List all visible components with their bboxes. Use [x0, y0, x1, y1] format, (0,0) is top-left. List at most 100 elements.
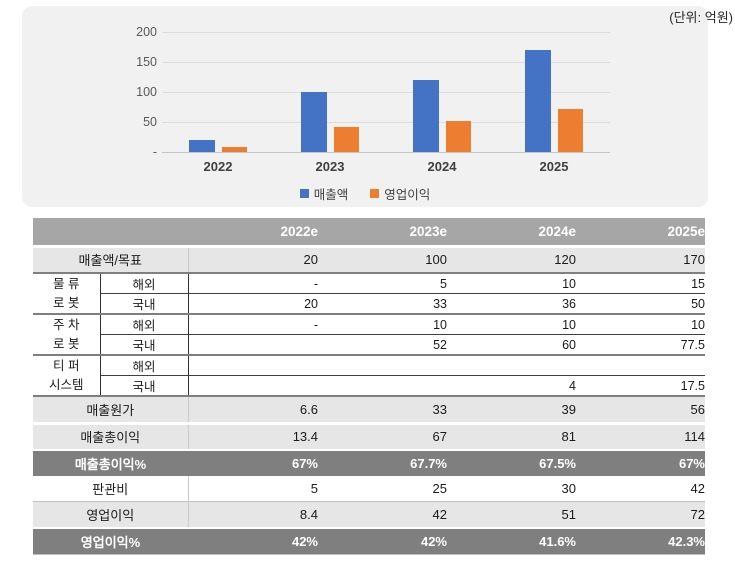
group-label-line: 물 류	[53, 277, 80, 292]
value-cell: 51	[447, 500, 576, 528]
value-cell: 120	[447, 246, 576, 273]
x-axis-label: 2025	[539, 159, 569, 174]
value-cell: 25	[318, 476, 447, 501]
revenue-bar-2025	[525, 50, 551, 152]
value-cell: 36	[447, 293, 576, 314]
value-cell: 42.3%	[576, 527, 705, 555]
table-row: 영업이익 8.4 42 51 72	[33, 500, 705, 528]
row-label-cell: 국내	[100, 334, 189, 355]
value-cell: 67%	[576, 449, 705, 476]
legend-swatch-icon	[299, 189, 309, 198]
table-row: 국내 4 17.5	[33, 375, 705, 396]
plot-area	[162, 32, 610, 152]
value-cell: 170	[576, 246, 705, 273]
gridline	[162, 122, 610, 123]
row-label-cell: 판관비	[33, 476, 189, 501]
chart-panel: 200 150 100 50 - 2022 2023 2024 2025 매출액 영업이익	[22, 6, 708, 207]
value-cell: 56	[576, 395, 705, 423]
table-row: 영업이익% 42% 42% 41.6% 42.3%	[33, 527, 705, 555]
row-label-cell: 영업이익	[33, 500, 189, 528]
value-cell	[188, 375, 318, 396]
table-row: 매출총이익% 67% 67.7% 67.5% 67%	[33, 449, 705, 476]
y-axis-tick: 200	[136, 25, 157, 39]
gridline	[162, 62, 610, 63]
year-column-header: 2025e	[576, 218, 705, 248]
value-cell	[188, 334, 318, 355]
value-cell: 10	[447, 313, 576, 335]
value-cell: 15	[576, 272, 705, 294]
row-label-cell: 해외	[100, 272, 189, 294]
value-cell: 33	[318, 293, 447, 314]
group-label-line: 주 차	[53, 318, 80, 333]
group-label-line: 로 봇	[53, 295, 80, 310]
table-row: 매출액/목표 20 100 120 170	[33, 246, 705, 273]
revenue-bar-2024	[413, 80, 439, 152]
table-row: 국내 20 33 36 50	[33, 293, 705, 314]
value-cell: 50	[576, 293, 705, 314]
value-cell: 6.6	[188, 395, 318, 423]
revenue-bar-2022	[189, 140, 215, 152]
value-cell	[188, 354, 318, 376]
row-label-cell: 국내	[100, 375, 189, 396]
value-cell: 39	[447, 395, 576, 423]
value-cell: 114	[576, 421, 705, 450]
group-label-line: 시스템	[48, 377, 84, 392]
value-cell: 42%	[318, 527, 447, 555]
chart-legend: 매출액 영업이익	[22, 184, 708, 203]
value-cell	[447, 354, 576, 376]
table-row: 판관비 5 25 30 42	[33, 476, 705, 501]
row-label-cell: 해외	[100, 354, 189, 376]
value-cell: 42	[318, 500, 447, 528]
row-label-cell: 매출원가	[33, 395, 189, 423]
value-cell: 5	[318, 272, 447, 294]
value-cell: 10	[447, 272, 576, 294]
operating-profit-bar-2022	[222, 146, 247, 152]
group-label-line: 로 봇	[53, 336, 80, 351]
group-label-line: 티 퍼	[53, 359, 80, 374]
table-row: 티 퍼 시스템 해외	[33, 354, 705, 396]
bar-group-2023	[274, 32, 386, 152]
value-cell: 67	[318, 421, 447, 450]
value-cell	[318, 375, 447, 396]
operating-profit-bar-2024	[446, 121, 471, 152]
y-axis-tick: -	[152, 145, 157, 159]
financial-table: 2022e 2023e 2024e 2025e 매출액/목표 20 100 120 170 물 류…	[33, 218, 705, 555]
value-cell: 77.5	[576, 334, 705, 355]
value-cell	[576, 354, 705, 376]
bar-group-2025	[498, 32, 610, 152]
y-axis-tick: 50	[143, 115, 157, 129]
value-cell: -	[188, 313, 318, 335]
unit-label: (단위: 억원)	[669, 10, 733, 25]
y-axis-tick: 100	[136, 85, 157, 99]
bar-group-2024	[386, 32, 498, 152]
x-axis-line	[162, 152, 610, 153]
gridline	[162, 32, 610, 33]
value-cell: 13.4	[188, 421, 318, 450]
row-label-cell: 매출총이익%	[33, 449, 188, 476]
legend-item: 영업이익	[370, 184, 430, 203]
value-cell: 33	[318, 395, 447, 423]
value-cell: 52	[318, 334, 447, 355]
value-cell: 20	[188, 293, 318, 314]
table-row: 국내 52 60 77.5	[33, 334, 705, 355]
value-cell: 4	[447, 375, 576, 396]
y-axis-tick: 150	[136, 55, 157, 69]
value-cell: 10	[318, 313, 447, 335]
value-cell	[318, 354, 447, 376]
gridline	[162, 92, 610, 93]
value-cell: 41.6%	[447, 527, 576, 555]
value-cell: 8.4	[188, 500, 318, 528]
revenue-bar-2023	[301, 92, 327, 152]
legend-item: 매출액	[299, 184, 348, 203]
row-label-cell: 영업이익%	[33, 527, 188, 555]
x-axis-label: 2024	[427, 159, 457, 174]
year-column-header: 2024e	[447, 218, 576, 248]
value-cell: 67.7%	[318, 449, 447, 476]
bar-group-2022	[162, 32, 274, 152]
x-axis-label: 2023	[315, 159, 345, 174]
